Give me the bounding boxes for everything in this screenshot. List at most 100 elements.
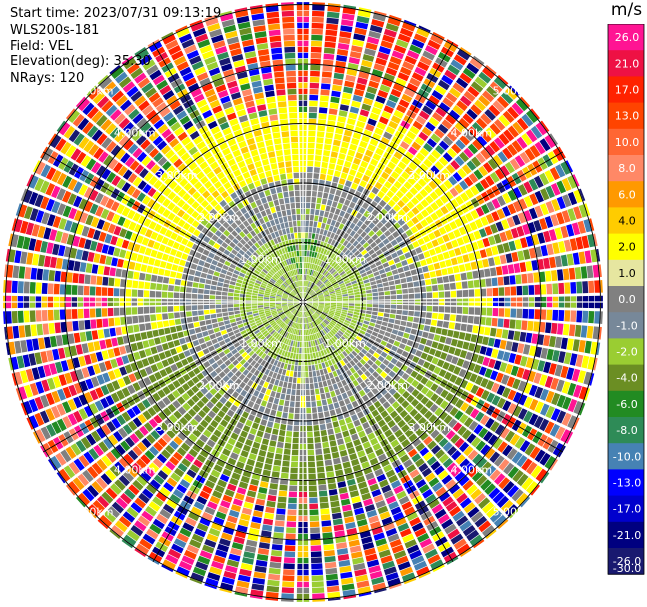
velocity-gate [192,27,207,38]
velocity-gate [493,256,501,266]
velocity-gate [388,226,396,234]
velocity-gate [315,271,319,278]
velocity-gate [307,160,314,167]
velocity-gate [288,100,297,107]
velocity-gate [251,13,265,21]
velocity-gate [272,312,278,317]
velocity-gate [383,73,395,82]
velocity-gate [180,442,191,452]
velocity-gate [198,337,205,345]
velocity-gate [107,287,114,296]
velocity-gate [305,287,308,293]
velocity-gate [365,197,373,205]
velocity-gate [227,209,235,217]
velocity-gate [146,160,156,170]
velocity-gate [319,356,324,363]
velocity-gate [141,155,152,167]
velocity-gate [348,57,360,65]
velocity-gate [594,280,601,293]
velocity-gate [270,278,276,283]
velocity-gate [199,277,206,284]
velocity-gate [245,272,252,277]
velocity-gate [598,264,602,278]
velocity-gate [341,583,355,591]
velocity-gate [81,343,89,354]
velocity-gate [115,497,128,509]
velocity-gate [140,139,151,150]
velocity-gate [275,83,286,90]
velocity-gate [100,397,110,409]
velocity-gate [299,280,301,287]
velocity-gate [110,358,118,369]
velocity-gate [312,10,325,17]
velocity-gate [306,268,309,275]
velocity-gate [293,302,300,304]
velocity-gate [466,108,478,120]
velocity-gate [319,274,324,280]
velocity-gate [177,331,184,339]
velocity-gate [380,273,387,279]
velocity-gate [183,120,194,130]
velocity-gate [277,279,283,284]
velocity-gate [433,262,441,270]
velocity-gate [257,232,263,240]
velocity-gate [346,118,356,126]
velocity-gate [233,536,245,545]
velocity-gate [469,57,483,70]
velocity-gate [286,527,296,534]
velocity-gate [177,265,184,273]
velocity-gate [493,76,507,90]
velocity-gate [352,217,359,225]
velocity-gate [124,104,136,116]
velocity-gate [222,494,233,503]
velocity-gate [17,281,24,294]
velocity-gate [335,536,347,544]
velocity-gate [147,187,157,197]
velocity-gate [162,313,169,320]
velocity-gate [252,292,258,296]
velocity-gate [304,353,308,360]
velocity-gate [306,317,308,323]
velocity-gate [121,239,130,249]
velocity-gate [117,378,126,388]
velocity-gate [205,374,213,382]
velocity-gate [266,96,276,104]
velocity-gate [117,336,124,346]
velocity-gate [194,345,202,352]
velocity-gate [310,395,316,402]
velocity-gate [268,108,278,115]
velocity-gate [219,396,227,405]
velocity-gate [125,307,132,315]
velocity-gate [41,310,48,322]
velocity-gate [197,39,211,49]
velocity-gate [190,334,198,341]
velocity-gate [207,120,218,130]
velocity-gate [284,545,296,552]
velocity-gate [121,411,131,422]
velocity-gate [159,335,167,344]
velocity-gate [274,231,280,238]
velocity-gate [71,285,78,295]
velocity-gate [168,45,182,56]
velocity-gate [395,262,403,269]
velocity-gate [191,305,198,311]
velocity-gate [471,122,483,134]
velocity-gate [385,67,398,77]
velocity-gate [253,193,260,201]
velocity-gate [330,299,337,302]
velocity-gate [351,163,359,171]
velocity-gate [22,354,31,368]
velocity-gate [362,275,369,281]
velocity-gate [55,335,63,347]
velocity-gate [8,249,16,263]
velocity-gate [128,221,137,231]
velocity-gate [137,289,144,297]
velocity-gate [239,326,246,332]
velocity-gate [376,221,384,229]
velocity-gate [247,400,255,408]
velocity-gate [245,419,253,427]
velocity-gate [82,469,94,483]
velocity-gate [307,335,310,341]
velocity-gate [280,322,285,328]
velocity-gate [278,311,284,315]
